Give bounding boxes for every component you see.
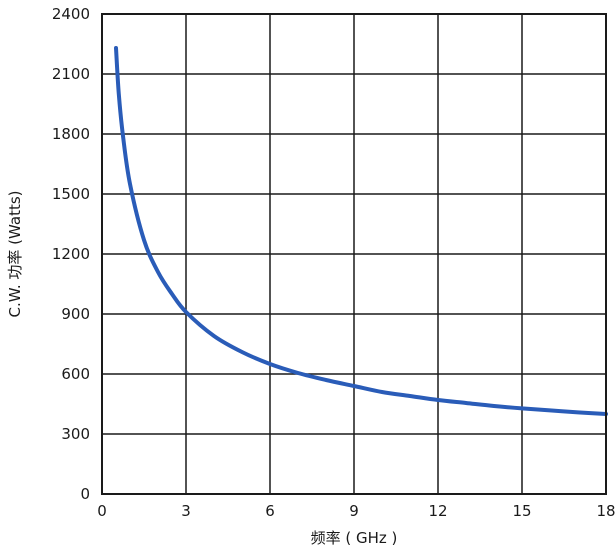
y-tick-label: 1500 <box>52 185 90 203</box>
y-tick-label: 2100 <box>52 65 90 83</box>
x-tick-label: 15 <box>512 502 531 520</box>
grid <box>101 13 607 495</box>
y-tick-label: 1800 <box>52 125 90 143</box>
x-tick-label: 9 <box>349 502 359 520</box>
x-tick-label: 6 <box>265 502 275 520</box>
x-tick-label: 12 <box>428 502 447 520</box>
y-tick-label: 300 <box>61 425 90 443</box>
series-group <box>114 46 608 416</box>
y-axis-title: C.W. 功率 (Watts) <box>6 190 24 317</box>
x-axis-title: 频率 ( GHz ) <box>311 529 398 547</box>
y-tick-label: 0 <box>80 485 90 503</box>
plot-frame <box>101 13 607 495</box>
x-tick-labels: 0 3 6 9 12 15 18 <box>97 502 615 520</box>
x-tick-label: 3 <box>181 502 191 520</box>
x-tick-label: 0 <box>97 502 107 520</box>
y-tick-labels: 0 300 600 900 1200 1500 1800 2100 2400 <box>52 5 90 503</box>
y-tick-label: 600 <box>61 365 90 383</box>
y-tick-label: 1200 <box>52 245 90 263</box>
y-tick-label: 2400 <box>52 5 90 23</box>
x-tick-label: 18 <box>596 502 615 520</box>
series-line <box>114 46 608 416</box>
y-tick-label: 900 <box>61 305 90 323</box>
